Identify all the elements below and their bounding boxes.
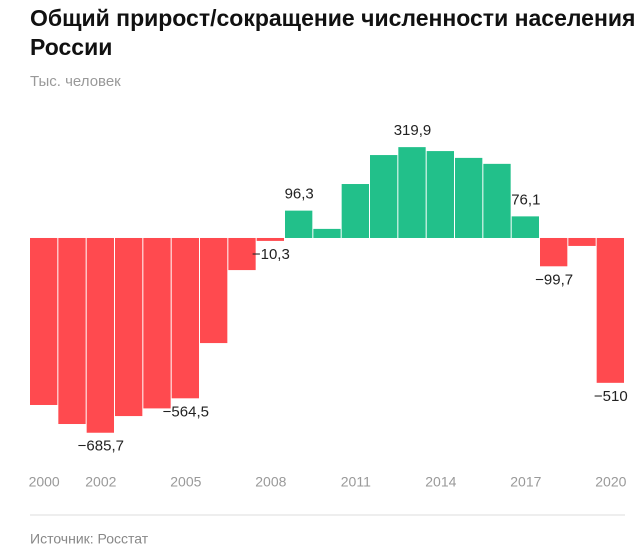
value-label: −510	[594, 388, 628, 405]
bar	[171, 237, 199, 399]
x-tick-label: 2008	[255, 474, 286, 490]
bar	[540, 237, 568, 267]
value-label: 96,3	[285, 186, 314, 203]
value-label: 76,1	[511, 191, 540, 208]
bar	[398, 147, 426, 238]
bar	[341, 184, 369, 238]
title-line: России	[30, 34, 112, 60]
bar	[370, 155, 398, 238]
x-tick-label: 2011	[341, 474, 371, 490]
chart-title: Общий прирост/сокращение численности нас…	[30, 5, 635, 60]
bar	[455, 157, 483, 238]
x-tick-label: 2020	[595, 474, 626, 490]
value-label: −99,7	[535, 271, 573, 288]
bar	[58, 237, 86, 425]
bar	[115, 237, 143, 417]
x-tick-label: 2000	[29, 474, 60, 490]
bar	[256, 237, 284, 241]
x-tick-label: 2002	[85, 474, 116, 490]
bar	[596, 237, 624, 383]
bar	[30, 237, 58, 405]
x-tick-label: 2014	[425, 474, 456, 490]
x-tick-label: 2017	[510, 474, 541, 490]
value-label: −10,3	[252, 246, 290, 263]
bar	[86, 237, 114, 433]
bar	[568, 237, 596, 246]
value-label: −564,5	[163, 403, 209, 420]
bar	[426, 151, 454, 238]
bar	[285, 210, 313, 238]
x-tick-label: 2005	[170, 474, 201, 490]
value-label: −685,7	[78, 438, 124, 455]
bar	[483, 163, 511, 238]
bar	[511, 216, 539, 238]
value-label: 319,9	[394, 122, 432, 139]
bar	[143, 237, 171, 409]
bar	[228, 237, 256, 271]
bar	[313, 228, 341, 238]
source: Источник: Росстат	[30, 531, 149, 547]
chart-subtitle: Тыс. человек	[30, 73, 121, 90]
bar	[200, 237, 228, 344]
title-line: Общий прирост/сокращение численности нас…	[30, 5, 635, 31]
